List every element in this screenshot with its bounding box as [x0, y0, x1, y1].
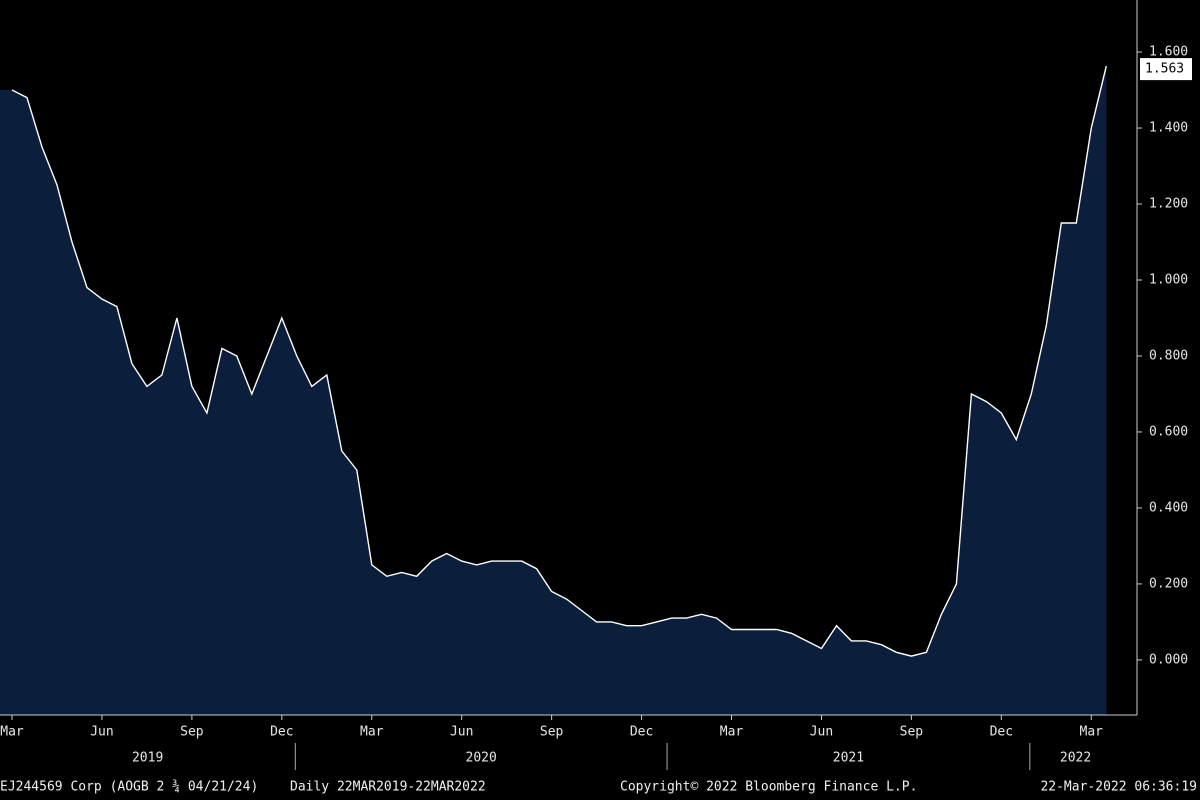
y-tick-label: 0.200: [1149, 576, 1188, 591]
x-tick-label: Mar: [720, 725, 744, 740]
x-tick-label: Jun: [90, 725, 113, 740]
y-tick-label: 0.400: [1149, 500, 1188, 515]
x-tick-label: Jun: [810, 725, 833, 740]
year-label: 2021: [833, 751, 864, 766]
y-tick-label: 0.800: [1149, 348, 1188, 363]
x-tick-label: Sep: [900, 725, 924, 740]
year-label: 2022: [1060, 751, 1091, 766]
x-tick-label: Dec: [270, 725, 293, 740]
y-tick-label: 1.400: [1149, 121, 1188, 136]
x-tick-label: Sep: [540, 725, 564, 740]
y-tick-label: 0.000: [1149, 652, 1188, 667]
x-tick-label: Dec: [630, 725, 653, 740]
range-label: Daily 22MAR2019-22MAR2022: [290, 780, 486, 795]
x-tick-label: Mar: [360, 725, 384, 740]
area: [0, 66, 1107, 716]
y-tick-label: 1.000: [1149, 272, 1188, 287]
y-tick-label: 1.200: [1149, 197, 1188, 212]
security-label: EJ244569 Corp (AOGB 2 ¾ 04/21/24): [0, 780, 258, 795]
x-tick-label: Sep: [180, 725, 204, 740]
year-label: 2020: [466, 751, 497, 766]
copyright: Copyright© 2022 Bloomberg Finance L.P.: [620, 780, 917, 795]
y-tick-label: 0.600: [1149, 424, 1188, 439]
x-tick-label: Jun: [450, 725, 473, 740]
last-value-box: [1140, 58, 1192, 81]
x-tick-label: Dec: [990, 725, 1013, 740]
y-tick-label: 1.600: [1149, 45, 1188, 60]
x-tick-label: Mar: [0, 725, 24, 740]
last-value-label: 1.563: [1145, 62, 1184, 77]
year-label: 2019: [132, 751, 163, 766]
x-tick-label: Mar: [1080, 725, 1104, 740]
timestamp: 22-Mar-2022 06:36:19: [1040, 780, 1197, 795]
line: [11, 65, 1107, 657]
plot-area: [0, 65, 1107, 716]
